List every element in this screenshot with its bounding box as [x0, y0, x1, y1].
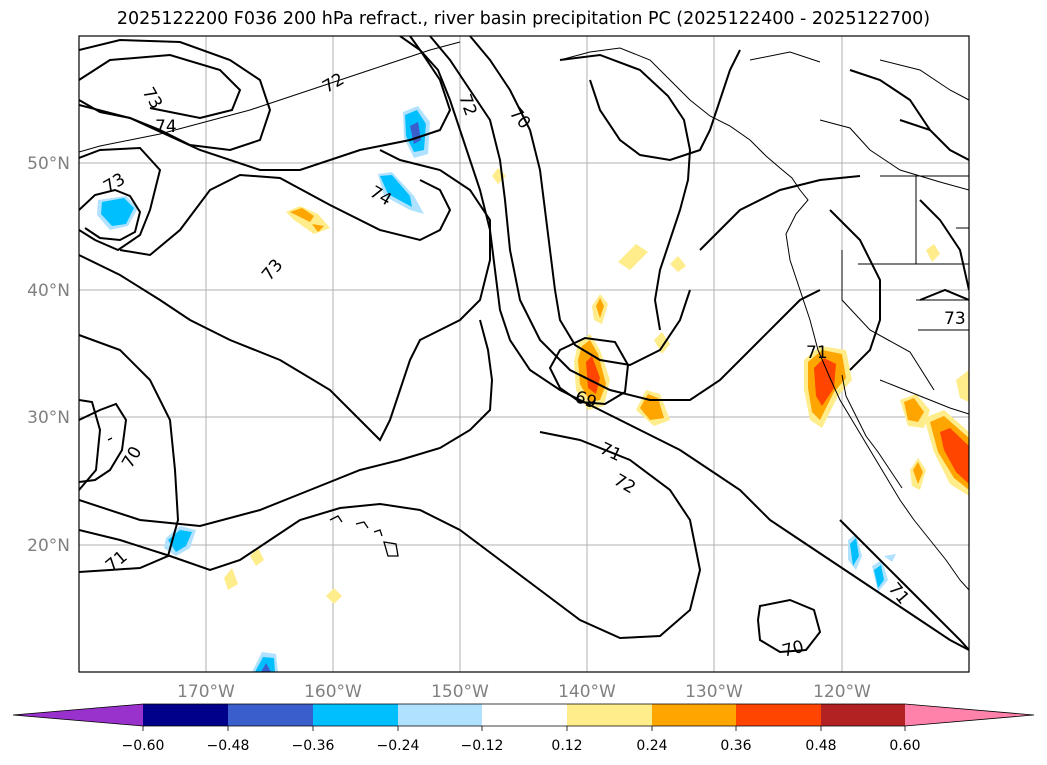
- colorbar-tick-label: 0.48: [805, 738, 836, 754]
- colorbar-segment: [567, 704, 652, 726]
- hawaiian-islands: [107, 437, 399, 557]
- colorbar-tick-label: 0.36: [720, 738, 751, 754]
- colorbar-tick-label: −0.24: [377, 738, 420, 754]
- lat-label-40n: 40°N: [27, 281, 70, 301]
- lon-label-170w: 170°W: [177, 682, 235, 702]
- colorbar-tick-label: −0.60: [122, 738, 165, 754]
- lon-label-120w: 120°W: [813, 682, 871, 702]
- colorbar-tick-label: 0.24: [636, 738, 667, 754]
- colorbar-tick-label: −0.48: [207, 738, 250, 754]
- colorbar-segment: [398, 704, 482, 726]
- colorbar-segment: [652, 704, 736, 726]
- lon-label-140w: 140°W: [558, 682, 616, 702]
- coastlines: [79, 41, 969, 591]
- colorbar-extend-high: [905, 704, 1034, 726]
- colorbar-segment: [313, 704, 398, 726]
- colorbar-segment: [736, 704, 821, 726]
- lon-label-150w: 150°W: [431, 682, 489, 702]
- negative-precip-shading: [97, 106, 896, 672]
- lat-label-30n: 30°N: [27, 408, 70, 428]
- positive-precip-shading: [224, 168, 969, 604]
- colorbar-segment: [821, 704, 905, 726]
- colorbar-extend-low: [13, 704, 143, 726]
- colorbar-segment: [482, 704, 567, 726]
- latitude-labels: 50°N 40°N 30°N 20°N: [27, 154, 70, 556]
- colorbar-tick-label: 0.12: [551, 738, 582, 754]
- lon-label-160w: 160°W: [304, 682, 362, 702]
- colorbar-tick-label: 0.60: [889, 738, 920, 754]
- lat-label-50n: 50°N: [27, 154, 70, 174]
- contour-label: 71: [806, 343, 828, 363]
- lon-label-130w: 130°W: [685, 682, 743, 702]
- refractivity-contours: [79, 36, 969, 654]
- lat-label-20n: 20°N: [27, 536, 70, 556]
- colorbar-ticks: [142, 726, 906, 731]
- contour-label: 73: [944, 309, 966, 329]
- colorbar-tick-label: −0.12: [461, 738, 504, 754]
- colorbar-tick-labels: −0.60 −0.48 −0.36 −0.24 −0.12 0.12 0.24 …: [122, 738, 921, 754]
- longitude-labels: 170°W 160°W 150°W 140°W 130°W 120°W: [177, 682, 871, 702]
- map-frame: [78, 35, 970, 673]
- colorbar: −0.60 −0.48 −0.36 −0.24 −0.12 0.12 0.24 …: [12, 703, 1035, 754]
- colorbar-segment: [228, 704, 313, 726]
- colorbar-tick-label: −0.36: [292, 738, 335, 754]
- colorbar-segment: [143, 704, 228, 726]
- map-title: 2025122200 F036 200 hPa refract., river …: [116, 9, 931, 29]
- contour-label: 74: [155, 117, 177, 137]
